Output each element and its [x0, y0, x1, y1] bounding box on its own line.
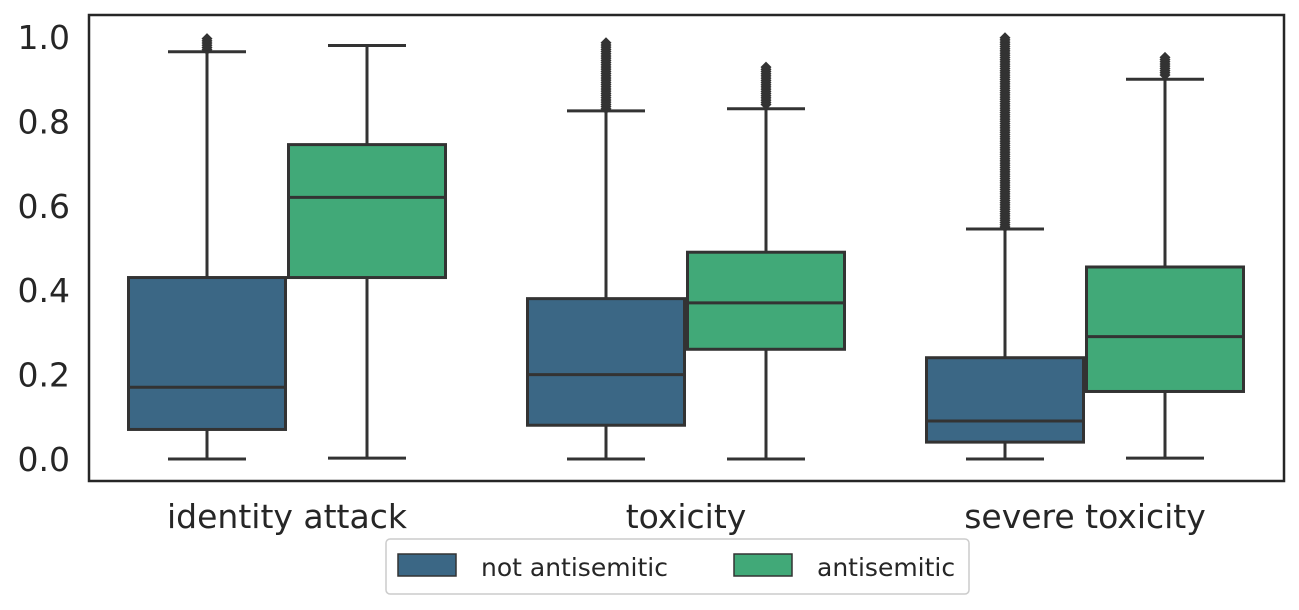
legend-swatch-antisemitic — [733, 553, 793, 577]
legend-swatch-not-antisemitic — [397, 553, 457, 577]
y-tick-label: 0.0 — [18, 440, 70, 479]
outlier-marker — [201, 33, 213, 45]
x-category-label: identity attack — [167, 497, 408, 536]
y-tick-label: 1.0 — [18, 18, 70, 57]
iqr-box — [287, 143, 447, 280]
legend-label-antisemitic: antisemitic — [817, 553, 955, 582]
box-not-antisemitic-identity-attack — [127, 33, 287, 461]
legend-label-not-antisemitic: not antisemitic — [481, 553, 668, 582]
y-tick-label: 0.4 — [18, 271, 70, 310]
legend-frame — [385, 538, 970, 595]
iqr-box — [686, 250, 846, 351]
x-category-label: severe toxicity — [964, 497, 1206, 536]
iqr-box — [526, 297, 686, 427]
outlier-marker — [600, 37, 612, 49]
outlier-marker — [999, 32, 1011, 44]
legend: not antisemitic antisemitic — [385, 538, 970, 595]
y-tick-label: 0.8 — [18, 102, 70, 141]
box-not-antisemitic-severe-toxicity — [925, 32, 1085, 461]
box-groups — [127, 32, 1245, 461]
x-axis-labels: identity attack toxicity severe toxicity — [167, 497, 1206, 536]
plot-frame — [87, 13, 1286, 483]
outlier-marker — [760, 61, 772, 73]
box-antisemitic-toxicity — [686, 61, 846, 461]
y-tick-label: 0.2 — [18, 356, 70, 395]
outlier-marker — [1159, 51, 1171, 63]
box-not-antisemitic-toxicity — [526, 37, 686, 461]
iqr-box — [925, 356, 1085, 444]
iqr-box — [127, 276, 287, 431]
iqr-box — [1085, 265, 1245, 393]
y-axis-ticks: 0.0 0.2 0.4 0.6 0.8 1.0 — [18, 18, 70, 479]
y-tick-label: 0.6 — [18, 187, 70, 226]
box-antisemitic-severe-toxicity — [1085, 51, 1245, 460]
box-antisemitic-identity-attack — [287, 43, 447, 460]
x-category-label: toxicity — [626, 497, 747, 536]
